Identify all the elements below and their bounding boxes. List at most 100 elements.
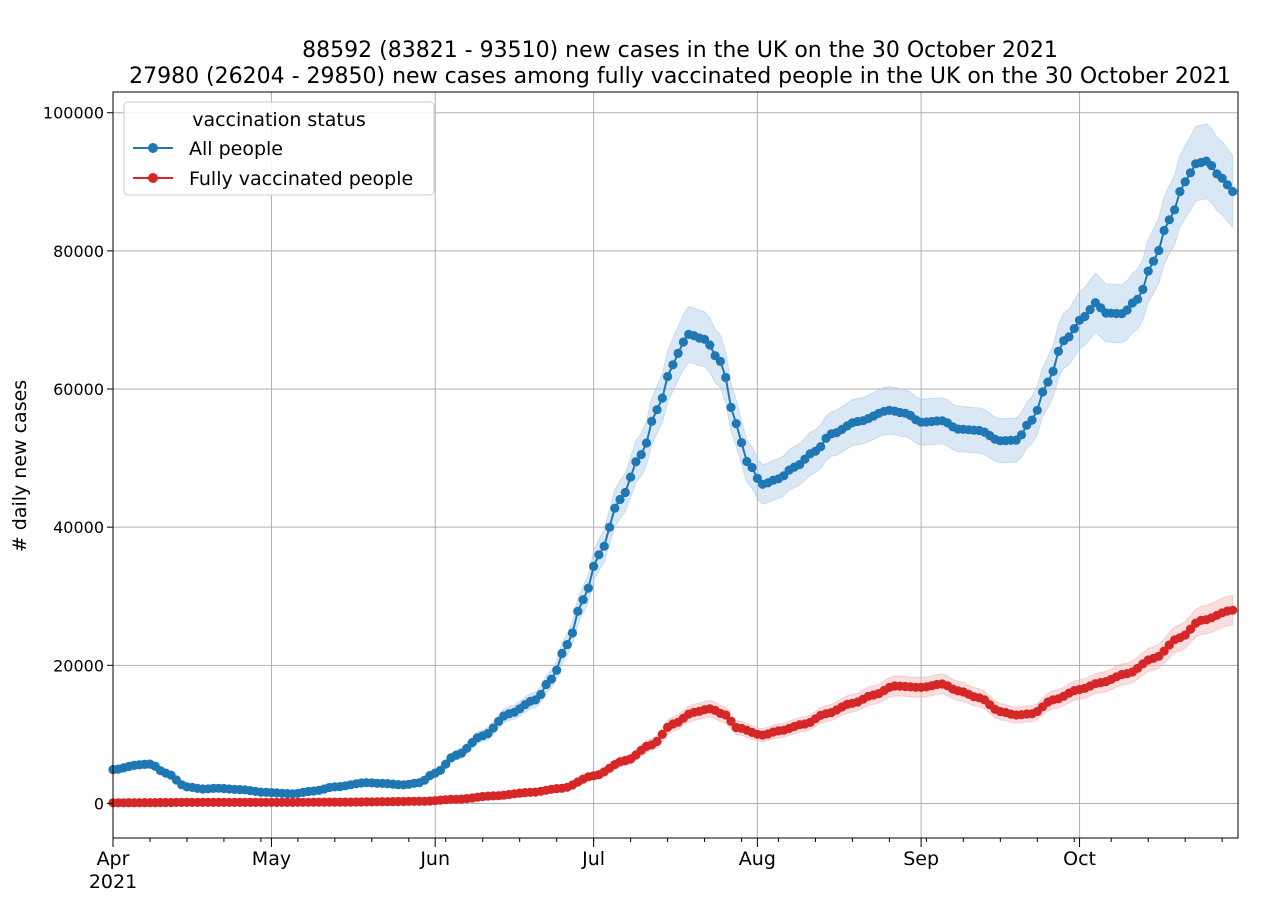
data-point-all-people — [816, 442, 826, 452]
y-tick-label: 80000 — [53, 242, 104, 261]
data-point-all-people — [657, 393, 667, 403]
data-point-all-people — [589, 561, 599, 572]
data-point-all-people — [578, 595, 588, 605]
data-point-all-people — [1064, 332, 1074, 342]
y-tick-label: 0 — [94, 794, 104, 813]
legend-swatch-marker-all-people — [148, 143, 158, 153]
data-point-all-people — [631, 457, 641, 467]
data-point-all-people — [610, 503, 620, 513]
data-point-all-people — [673, 348, 683, 358]
data-point-all-people — [620, 487, 630, 498]
data-point-all-people — [1164, 215, 1174, 225]
data-point-all-people — [1080, 311, 1090, 322]
series-fully-vaccinated — [108, 605, 1238, 808]
y-tick-label: 20000 — [53, 656, 104, 675]
y-tick-label: 100000 — [43, 104, 104, 123]
legend-label-fully-vaccinated: Fully vaccinated people — [189, 168, 413, 190]
data-point-fully-vaccinated — [657, 729, 667, 740]
data-point-all-people — [1133, 294, 1143, 304]
data-point-all-people — [1122, 305, 1132, 315]
data-point-all-people — [435, 765, 446, 775]
legend-box — [123, 101, 435, 196]
chart-subtitle: 27980 (26204 - 29850) new cases among fu… — [129, 64, 1231, 89]
data-point-all-people — [747, 462, 757, 473]
data-point-all-people — [1180, 177, 1190, 187]
data-point-all-people — [1038, 387, 1048, 397]
data-point-all-people — [1154, 245, 1164, 256]
data-point-all-people — [641, 438, 652, 448]
confidence-band-all-people — [112, 123, 1234, 797]
legend-swatch-marker-fully-vaccinated — [148, 173, 158, 183]
data-point-fully-vaccinated — [1159, 646, 1169, 656]
data-point-fully-vaccinated — [652, 736, 662, 747]
legend-label-all-people: All people — [189, 138, 283, 160]
data-point-all-people — [1217, 173, 1227, 183]
legend-title: vaccination status — [192, 109, 366, 131]
data-point-fully-vaccinated — [726, 716, 736, 726]
data-point-all-people — [567, 628, 578, 638]
data-point-all-people — [441, 759, 451, 769]
data-point-all-people — [726, 402, 736, 412]
grid — [113, 92, 1238, 838]
data-point-fully-vaccinated — [1180, 630, 1190, 640]
data-point-all-people — [1027, 415, 1037, 425]
data-point-all-people — [546, 674, 557, 684]
data-point-all-people — [1170, 205, 1180, 215]
series-layer — [108, 156, 1238, 808]
data-point-all-people — [552, 665, 562, 675]
data-point-all-people — [488, 723, 498, 733]
data-point-all-people — [1159, 225, 1169, 236]
data-point-all-people — [599, 541, 609, 551]
data-point-all-people — [715, 356, 726, 366]
data-point-all-people — [1175, 187, 1185, 197]
data-point-all-people — [663, 371, 673, 382]
data-point-all-people — [1043, 377, 1053, 387]
x-tick-label: Sep — [903, 848, 939, 870]
data-point-all-people — [736, 438, 747, 448]
data-point-all-people — [583, 583, 594, 593]
x-tick-label: Apr — [97, 848, 130, 870]
data-point-all-people — [705, 340, 715, 350]
data-point-all-people — [562, 640, 572, 650]
y-tick-label: 40000 — [53, 518, 104, 537]
x-tick-label: May — [252, 848, 291, 870]
x-tick-label: Jul — [581, 848, 605, 870]
x-tick-year-label: 2021 — [89, 871, 137, 893]
data-point-all-people — [615, 494, 625, 505]
data-point-all-people — [1069, 324, 1079, 334]
data-point-all-people — [594, 550, 604, 560]
data-point-all-people — [721, 372, 731, 383]
x-tick-label: Aug — [739, 848, 776, 870]
legend: vaccination status All people Fully vacc… — [123, 101, 435, 196]
y-tick-label: 60000 — [53, 380, 104, 399]
data-point-all-people — [742, 456, 752, 467]
data-point-all-people — [1032, 405, 1042, 415]
data-point-all-people — [1016, 430, 1027, 440]
plot-frame — [112, 91, 1239, 839]
data-point-all-people — [752, 473, 763, 483]
data-point-all-people — [1148, 256, 1159, 266]
data-point-all-people — [1222, 180, 1232, 190]
data-point-all-people — [1143, 266, 1153, 276]
data-point-all-people — [1085, 305, 1095, 315]
data-point-all-people — [647, 416, 657, 426]
data-point-all-people — [1185, 168, 1196, 178]
x-tick-label: Oct — [1063, 848, 1096, 870]
data-point-all-people — [731, 419, 741, 429]
data-point-all-people — [652, 405, 662, 415]
chart-title: 88592 (83821 - 93510) new cases in the U… — [302, 38, 1058, 63]
data-point-all-people — [1048, 366, 1058, 376]
data-point-fully-vaccinated — [721, 710, 731, 720]
data-point-all-people — [1053, 346, 1063, 356]
data-point-all-people — [536, 689, 546, 700]
x-tick-label: Jun — [419, 848, 450, 870]
data-point-all-people — [573, 606, 583, 616]
data-point-all-people — [604, 522, 615, 532]
y-axis-title: # daily new cases — [9, 380, 31, 552]
data-point-all-people — [557, 648, 567, 659]
data-point-all-people — [1228, 186, 1238, 197]
data-point-all-people — [1138, 284, 1148, 294]
data-point-all-people — [678, 337, 689, 347]
